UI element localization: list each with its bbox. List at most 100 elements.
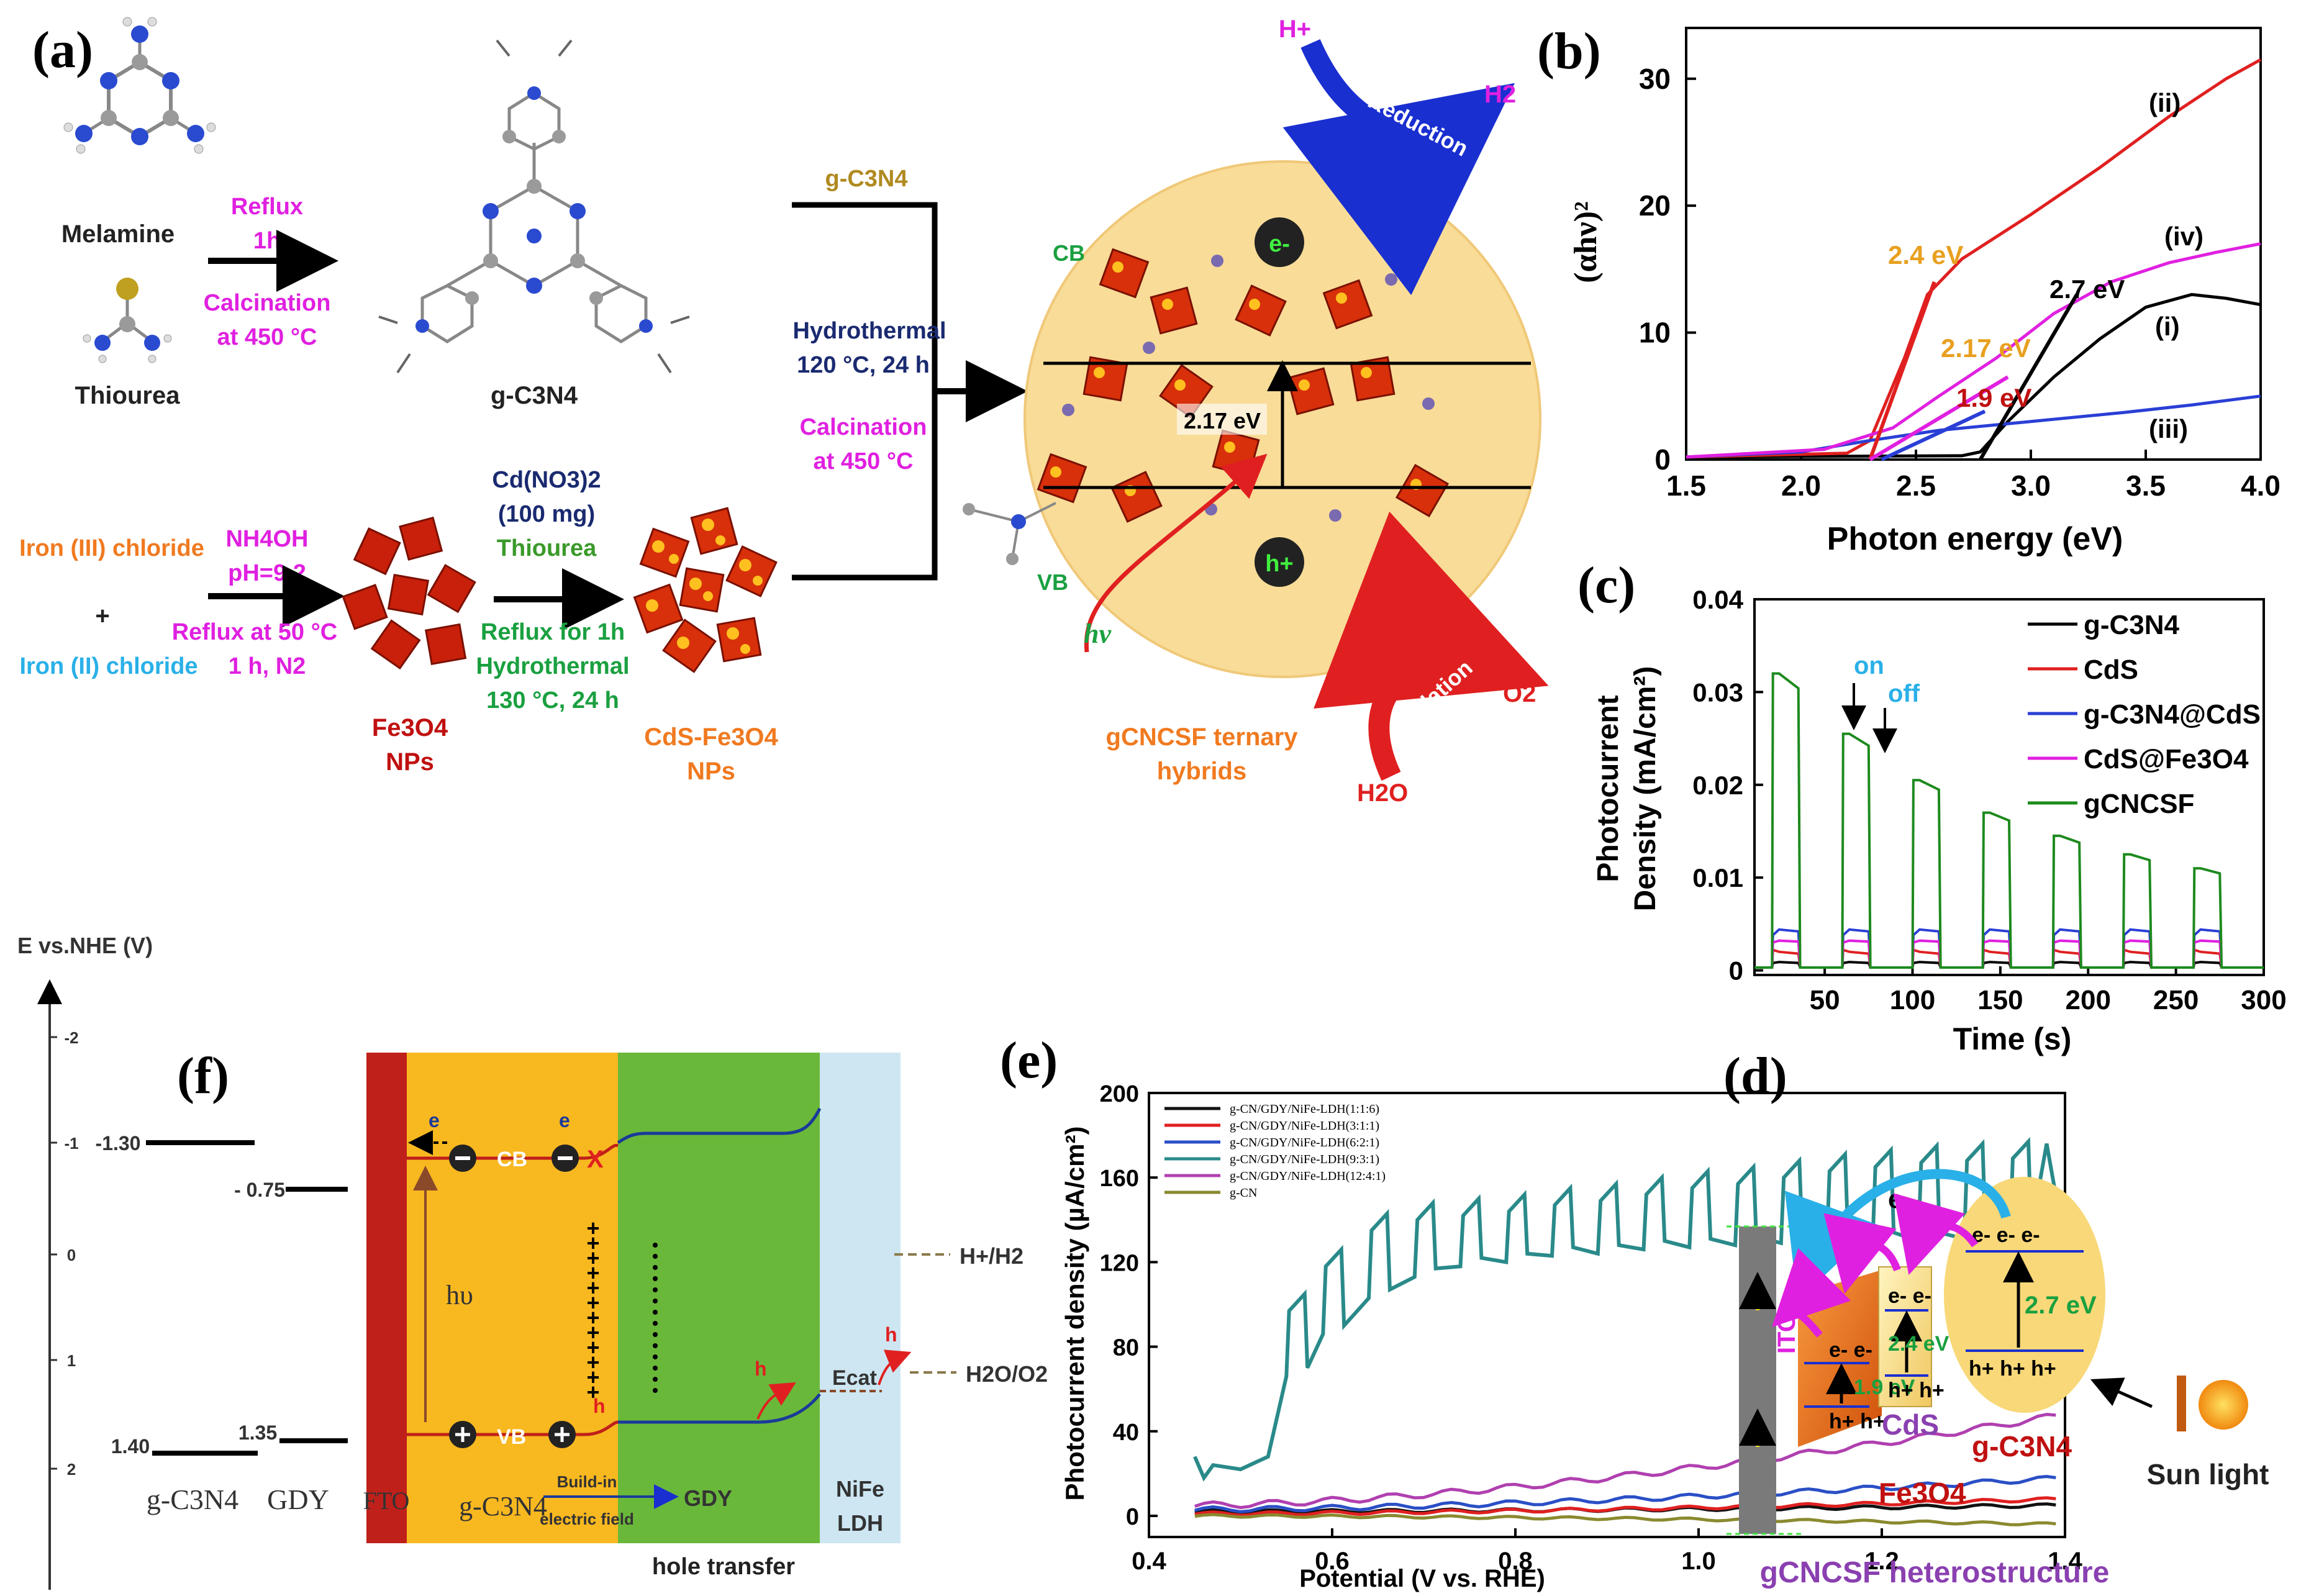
negative-charge	[653, 1254, 658, 1259]
heterostructure-title: gCNCSF heterostructure	[1760, 1556, 2110, 1589]
thiourea2-label: Thiourea	[497, 535, 597, 561]
plot-frame-c	[1753, 598, 2265, 976]
xtick-label-b: 1.5	[1666, 469, 1706, 502]
cdno3-label: Cd(NO3)2	[492, 467, 601, 493]
panel-e: (e) Photocurrent density (µA/cm²) Potent…	[1000, 1032, 2083, 1592]
methyl-ligand-icon	[963, 502, 1056, 565]
h-h2-label: H+/H2	[960, 1243, 1023, 1269]
gdy-layer	[618, 1053, 820, 1543]
reflux50-label: Reflux at 50 °C	[172, 619, 338, 645]
legend-label-c: CdS@Fe3O4	[2084, 744, 2249, 774]
annot-2p17ev: 2.17 eV	[1941, 333, 2031, 363]
negative-charge	[653, 1377, 658, 1382]
ytick-label-c: 0.02	[1692, 771, 1743, 800]
ylabel-c-2: Density (mA/cm²)	[1629, 666, 1662, 912]
gcn-column-label: g-C3N4	[147, 1484, 238, 1515]
ytick-label-b: 30	[1639, 63, 1671, 95]
vb-label-f: VB	[497, 1425, 526, 1449]
xtick-label-b: 4.0	[2241, 469, 2281, 502]
hv-label-f: hυ	[446, 1280, 473, 1310]
oxidation-arrow	[1314, 511, 1549, 781]
hydrothermal-label: Hydrothermal	[476, 653, 629, 679]
ytick-label-e: 160	[1100, 1166, 1139, 1192]
negative-charge	[653, 1332, 658, 1337]
ytick-label-c: 0	[1729, 956, 1743, 986]
panel-d: (d) ITO e- e- 1.9 eV h+ h+ e- e- 2.4 eV …	[1723, 1047, 2269, 1589]
sun-bar	[2177, 1376, 2186, 1431]
xtick-label-e: 1.2	[1864, 1548, 1899, 1575]
tangent-line	[1881, 409, 1986, 461]
cds-bandgap: 2.4 eV	[1888, 1332, 1949, 1356]
gdy-cb-band	[617, 1107, 822, 1145]
bandgap-label: 2.17 eV	[1184, 408, 1261, 433]
gdy-column-label: GDY	[267, 1484, 329, 1515]
curve-label-i: (i)	[2155, 312, 2180, 341]
energy-tick-label: -1	[64, 1134, 78, 1153]
tangent-line	[1869, 375, 2009, 461]
gdy-bottom-label: GDY	[684, 1485, 732, 1511]
ytick-label-b: 0	[1654, 443, 1671, 476]
negative-charge	[653, 1354, 658, 1359]
negative-charge	[653, 1388, 658, 1393]
energy-tick-label: -2	[64, 1028, 78, 1047]
xtick-label-c: 150	[1977, 985, 2023, 1015]
positive-charge: +	[586, 1335, 599, 1360]
calc450-label: Calcination	[800, 414, 927, 440]
energy-tick-label: 2	[67, 1460, 76, 1479]
sunlight-label: Sun light	[2147, 1458, 2269, 1490]
o2-label: O2	[1503, 680, 1536, 707]
positive-charge: +	[586, 1364, 599, 1390]
hv-label: hν	[1084, 619, 1111, 649]
hole-icon	[1255, 537, 1304, 587]
ecat-label: Ecat	[832, 1366, 877, 1390]
cds-to-fe3o4-arrow	[1823, 1213, 1901, 1294]
gcn-to-cds-arrow	[1893, 1193, 1978, 1276]
fto-label: FTO	[363, 1487, 410, 1515]
cd-mass-label: (100 mg)	[498, 501, 595, 527]
positive-charge: +	[586, 1379, 599, 1405]
ytick-label-e: 40	[1113, 1420, 1139, 1446]
e-label-1: e	[429, 1109, 440, 1131]
xtick-label-c: 300	[2241, 985, 2286, 1015]
xtick-label-c: 250	[2153, 985, 2199, 1015]
negative-charge	[653, 1343, 658, 1348]
gc3n4-vb-band	[407, 1420, 619, 1436]
curve-iv	[1686, 242, 2261, 459]
legend-label-e: g-CN/GDY/NiFe-LDH(12:4:1)	[1230, 1169, 1386, 1183]
hydro120-label: Hydrothermal	[792, 318, 946, 344]
cds-holes: h+ h+	[1888, 1379, 1945, 1402]
on-label: on	[1854, 652, 1884, 679]
xtick-label-e: 1.4	[2048, 1548, 2082, 1575]
gc3n4-top-label: g-C3N4	[825, 166, 907, 192]
sunlight-arrow	[2090, 1377, 2153, 1408]
panel-letter-a: (a)	[32, 21, 93, 79]
negative-charge	[653, 1265, 658, 1270]
ytick-label-c: 0.04	[1692, 585, 1743, 614]
xtick-label-c: 200	[2066, 985, 2111, 1015]
negative-charge	[653, 1243, 658, 1248]
xtick-label-e: 0.4	[1132, 1548, 1166, 1575]
ito-label: ITO	[1773, 1313, 1800, 1354]
positive-charge: +	[586, 1245, 599, 1271]
gdy-vb-value: 1.35	[238, 1421, 277, 1444]
gc3n4-bottom-label: g-C3N4	[459, 1491, 547, 1521]
curve-label-iii: (iii)	[2149, 414, 2188, 443]
ylabel-c-1: Photocurrent	[1592, 695, 1625, 882]
melamine-label: Melamine	[61, 220, 175, 248]
fe3o4-nps-label: NPs	[386, 748, 434, 776]
vb-label: VB	[1037, 569, 1068, 595]
electron-transfer-label: e-	[1888, 1184, 1911, 1213]
ytick-label-c: 0.03	[1692, 678, 1743, 707]
hole-label: h+	[1265, 551, 1293, 577]
h2-label: H2	[1484, 81, 1516, 108]
legend-label-e: g-CN/GDY/NiFe-LDH(3:1:1)	[1230, 1119, 1379, 1133]
energy-tick-label: 1	[67, 1351, 76, 1370]
panel-letter-f: (f)	[177, 1047, 229, 1105]
hole-transfer-arrow-2	[878, 1349, 912, 1385]
panel-a: (a) Melamine Thiourea	[19, 16, 1549, 807]
ternary-label: gCNCSF ternary	[1106, 723, 1299, 751]
nife-ldh-layer	[820, 1053, 901, 1543]
series-e-4	[1194, 1413, 2056, 1510]
h-label-2: h	[755, 1358, 767, 1380]
